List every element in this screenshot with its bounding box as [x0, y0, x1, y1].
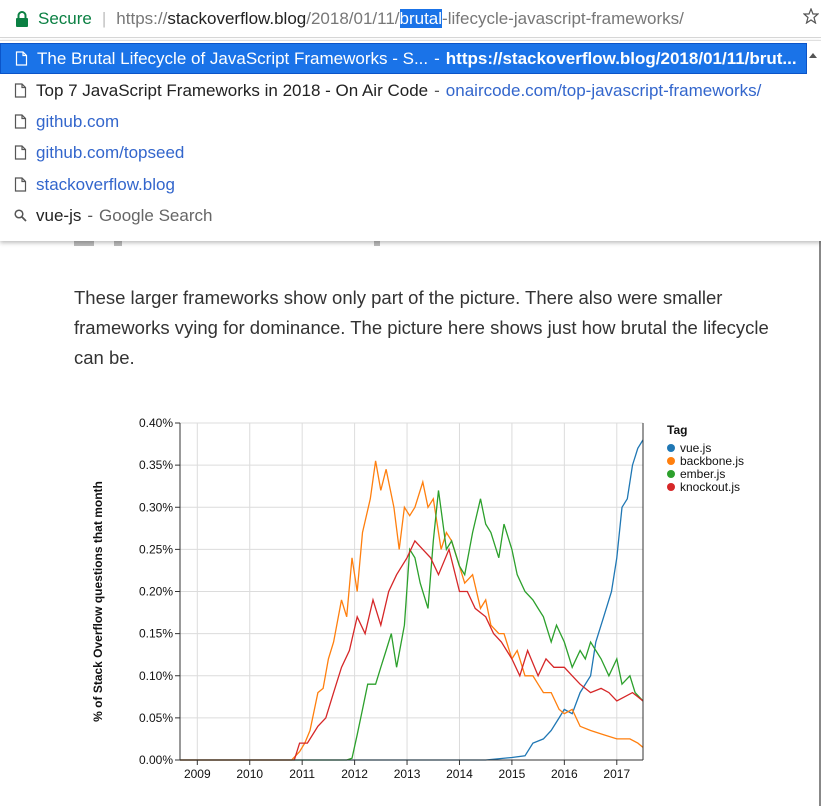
- page-icon: [14, 83, 27, 98]
- suggestion-item[interactable]: github.com: [0, 106, 821, 137]
- suggestion-item[interactable]: Top 7 JavaScript Frameworks in 2018 - On…: [0, 75, 821, 106]
- suggestion-dash: -: [87, 205, 94, 225]
- legend-swatch: [667, 470, 675, 478]
- legend-entry: knockout.js: [680, 480, 740, 494]
- page-icon: [14, 177, 27, 192]
- x-tick-label: 2012: [341, 767, 368, 781]
- x-tick-label: 2010: [236, 767, 263, 781]
- lock-icon: [16, 10, 28, 27]
- y-tick-label: 0.10%: [139, 669, 173, 683]
- suggestion-item[interactable]: vue-js - Google Search: [0, 200, 821, 231]
- chart-series: [180, 439, 644, 761]
- suggestion-url: https://stackoverflow.blog/2018/01/11/br…: [445, 48, 797, 68]
- y-tick-label: 0.30%: [139, 500, 173, 514]
- search-icon: [14, 209, 27, 222]
- suggestion-url: github.com/topseed: [36, 142, 185, 162]
- series-line-vue-js: [180, 439, 644, 761]
- series-line-backbone-js: [180, 460, 644, 761]
- y-tick-label: 0.00%: [139, 753, 173, 767]
- x-tick-label: 2013: [394, 767, 421, 781]
- y-tick-label: 0.25%: [139, 542, 173, 556]
- chart-axes: [175, 422, 644, 765]
- url-scheme: https://: [116, 8, 168, 28]
- x-tick-label: 2014: [446, 767, 473, 781]
- obscured-text-line: [74, 238, 394, 248]
- y-axis-label: % of Stack Overflow questions that month: [91, 481, 105, 722]
- x-tick-label: 2017: [603, 767, 630, 781]
- bookmark-star-icon[interactable]: [803, 8, 819, 24]
- suggestion-dash: -: [434, 80, 440, 100]
- page-icon: [15, 51, 28, 66]
- separator: |: [101, 8, 107, 28]
- suggestion-item[interactable]: stackoverflow.blog: [0, 169, 821, 200]
- legend-entry: backbone.js: [680, 454, 744, 468]
- series-line-ember-js: [180, 490, 644, 761]
- suggestion-item[interactable]: The Brutal Lifecycle of JavaScript Frame…: [0, 43, 807, 74]
- x-tick-labels: 2009 2010 2011 2012 2013 2014 2015 2016 2017: [184, 767, 631, 781]
- suggestion-title: vue-js: [36, 205, 82, 225]
- url-selected-text: brutal: [399, 8, 443, 28]
- y-tick-labels: 0.00% 0.05% 0.10% 0.15% 0.20% 0.25% 0.30% 0.35%…: [139, 416, 173, 767]
- url-path-rest: -lifecycle-javascript-frameworks/: [442, 8, 684, 28]
- y-tick-label: 0.35%: [139, 458, 173, 472]
- suggestion-item[interactable]: github.com/topseed: [0, 137, 821, 168]
- suggestion-description: Google Search: [99, 205, 213, 225]
- scroll-up-arrow-icon[interactable]: [808, 51, 818, 59]
- x-tick-label: 2009: [184, 767, 211, 781]
- url-host: stackoverflow.blog: [167, 8, 307, 28]
- series-line-knockout-js: [180, 539, 644, 761]
- omnibox-suggestions: The Brutal Lifecycle of JavaScript Frame…: [0, 40, 821, 241]
- x-tick-label: 2015: [499, 767, 526, 781]
- legend-swatch: [667, 457, 675, 465]
- legend-swatch: [667, 444, 675, 452]
- suggestion-title: The Brutal Lifecycle of JavaScript Frame…: [37, 48, 429, 68]
- suggestion-url: stackoverflow.blog: [36, 174, 175, 194]
- article-paragraph: These larger frameworks show only part o…: [74, 287, 769, 368]
- secure-label: Secure: [38, 8, 92, 28]
- chart-grid: [180, 422, 643, 761]
- suggestion-url: github.com: [36, 111, 120, 131]
- y-tick-label: 0.40%: [139, 416, 173, 430]
- page-icon: [14, 114, 27, 129]
- address-bar[interactable]: Secure | https://stackoverflow.blog/2018…: [0, 0, 821, 38]
- legend-title: Tag: [667, 423, 687, 437]
- suggestion-dash: -: [434, 48, 440, 68]
- legend-swatch: [667, 483, 675, 491]
- y-tick-label: 0.20%: [139, 585, 173, 599]
- page-icon: [14, 145, 27, 160]
- suggestion-title: Top 7 JavaScript Frameworks in 2018 - On…: [36, 80, 429, 100]
- url-path: /2018/01/11/: [306, 8, 400, 28]
- url-text[interactable]: https://stackoverflow.blog/2018/01/11/br…: [116, 8, 684, 29]
- y-tick-label: 0.15%: [139, 627, 173, 641]
- legend-entry: ember.js: [680, 467, 725, 481]
- x-tick-label: 2016: [551, 767, 578, 781]
- suggestion-url: onaircode.com/top-javascript-frameworks/: [445, 80, 762, 100]
- y-tick-label: 0.05%: [139, 711, 173, 725]
- legend-entry: vue.js: [680, 441, 711, 455]
- x-tick-label: 2011: [289, 767, 315, 781]
- window-edge: [819, 40, 821, 806]
- frameworks-line-chart: 0.00% 0.05% 0.10% 0.15% 0.20% 0.25% 0.30% 0.35%…: [91, 416, 744, 781]
